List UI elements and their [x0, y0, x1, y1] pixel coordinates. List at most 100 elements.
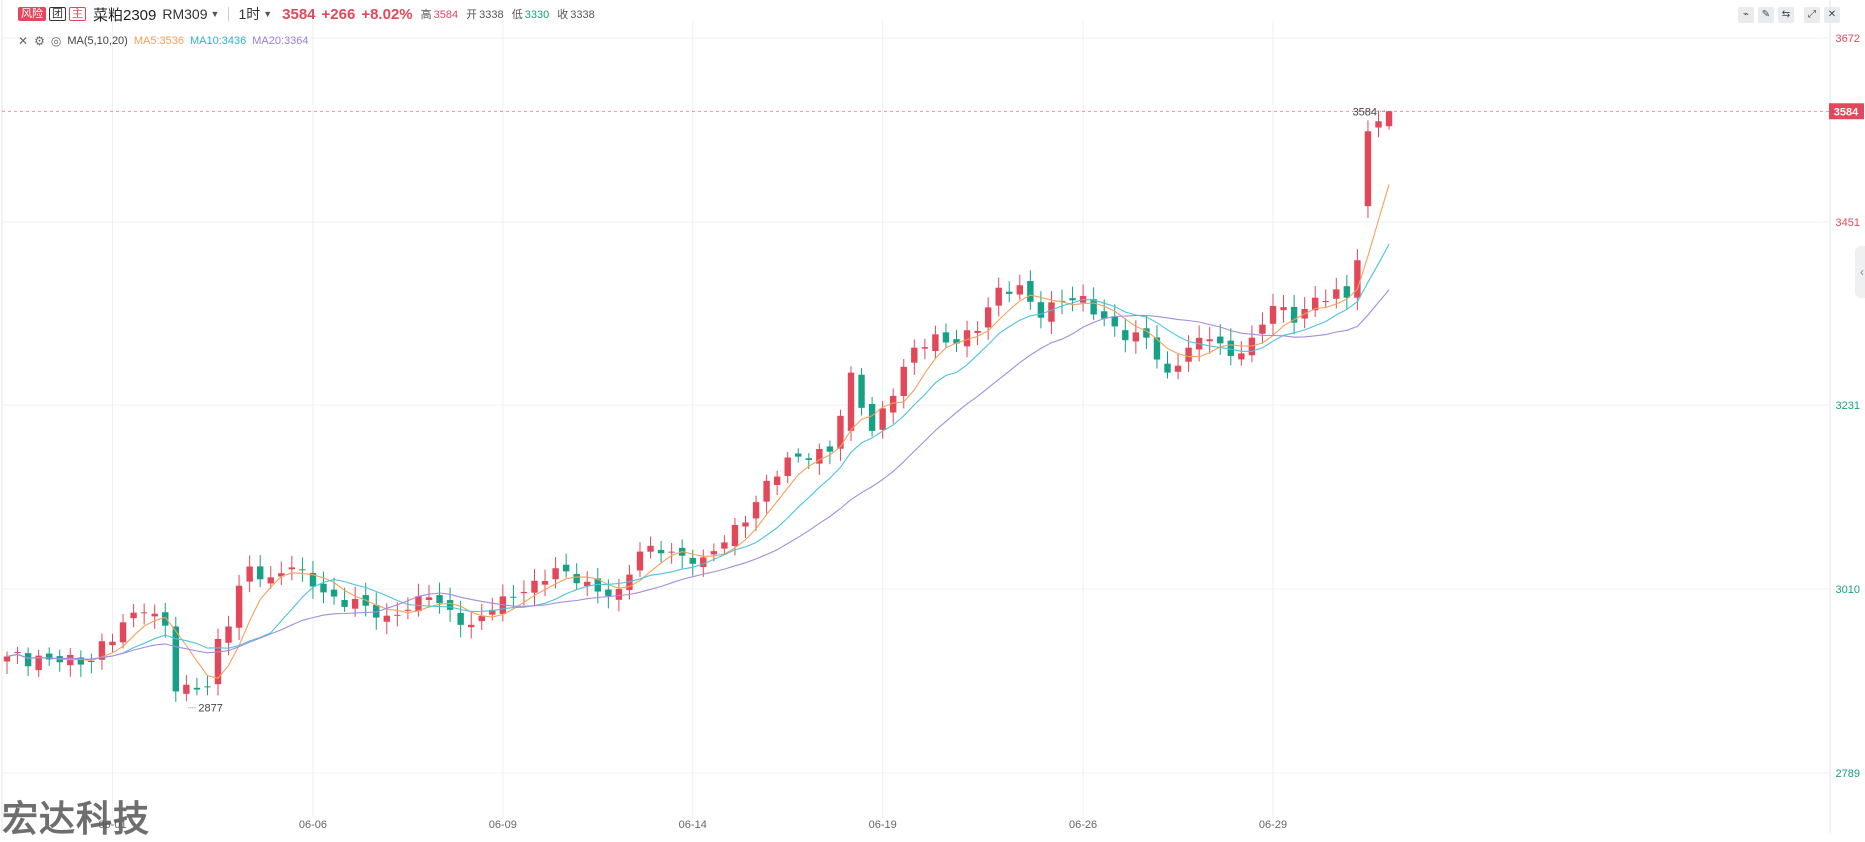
candle-body: [573, 574, 580, 584]
candle-body: [562, 564, 570, 572]
candle-body: [879, 408, 886, 430]
pen-icon[interactable]: ✎: [1758, 7, 1774, 23]
candle-body: [531, 580, 538, 593]
compare-icon[interactable]: ⇆: [1778, 7, 1794, 23]
candle-body: [425, 597, 433, 600]
candle-body: [858, 374, 865, 408]
side-panel-toggle-icon[interactable]: ‹: [1855, 246, 1865, 298]
candle-body: [172, 626, 179, 692]
candle-body: [299, 569, 306, 571]
candle-body: [1333, 289, 1340, 299]
timeframe-dropdown-icon[interactable]: ▼: [263, 9, 273, 19]
candle-body: [868, 403, 876, 431]
candle-body: [1048, 302, 1055, 322]
candle-body: [1343, 286, 1351, 298]
candle-body: [657, 549, 665, 554]
symbol-name[interactable]: 菜粕2309: [93, 6, 157, 24]
candle-body: [77, 657, 85, 665]
candle-body: [46, 653, 53, 660]
open-label: 开: [466, 9, 478, 21]
close-label: 收: [557, 9, 569, 21]
series-line-ma20: [6, 289, 1390, 660]
ma5-value: MA5:3536: [133, 35, 184, 47]
header-bar: 风险 团 主 菜粕2309 RM309 ▼ 1时 ▼ 3584 +266 +8.…: [18, 4, 595, 24]
candle-body: [1206, 339, 1213, 342]
candle-body: [404, 609, 412, 611]
x-tick-label: 06-19: [869, 819, 897, 831]
max-price-label: 3584: [1353, 106, 1377, 118]
risk-badge[interactable]: 风险: [18, 7, 46, 21]
candle-body: [890, 395, 897, 413]
candle-body: [436, 595, 443, 604]
close-icon[interactable]: ✕: [1824, 7, 1840, 23]
candle-body: [921, 347, 929, 349]
candle-body: [193, 687, 201, 690]
candle-body: [1174, 365, 1182, 372]
candle-body: [214, 638, 222, 685]
y-tick-label: 3451: [1836, 217, 1860, 229]
candle-body: [394, 614, 401, 616]
candle-body: [1143, 328, 1150, 338]
candle-body: [1375, 121, 1382, 128]
group-badge[interactable]: 团: [49, 7, 66, 21]
price-change-pct: +8.02%: [361, 5, 413, 23]
candle-body: [278, 573, 285, 577]
symbol-code[interactable]: RM309: [162, 6, 208, 22]
x-tick-label: 06-29: [1259, 819, 1287, 831]
symbol-dropdown-icon[interactable]: ▼: [210, 9, 220, 19]
candle-body: [731, 524, 739, 547]
main-contract-badge[interactable]: 主: [69, 7, 86, 21]
candle-body: [1269, 306, 1277, 324]
candle-body: [489, 609, 496, 615]
ohlc-readout: 高 3584 开 3338 低 3330 收 3338: [421, 6, 595, 22]
high-value: 3584: [433, 9, 459, 21]
candle-body: [784, 457, 791, 476]
candle-body: [805, 458, 812, 461]
candle-body: [288, 567, 296, 570]
candle-body: [1354, 260, 1361, 298]
candle-body: [478, 616, 485, 622]
expand-icon[interactable]: ⤢: [1804, 7, 1820, 23]
high-label: 高: [420, 9, 432, 21]
close-value: 3338: [570, 9, 595, 21]
candle-body: [151, 613, 158, 617]
candle-body: [984, 307, 992, 328]
candle-body: [963, 330, 971, 347]
ma20-value: MA20:3364: [252, 35, 309, 47]
close-indicator-icon[interactable]: ✕: [18, 34, 29, 48]
candle-body: [1122, 330, 1129, 341]
visibility-icon[interactable]: ◎: [50, 34, 62, 48]
candle-body: [1153, 337, 1161, 360]
candle-body: [1185, 347, 1192, 362]
candle-body: [1111, 316, 1118, 327]
timeframe-select[interactable]: 1时: [238, 6, 261, 22]
candle-body: [700, 557, 707, 568]
settings-icon[interactable]: ⚙: [34, 34, 45, 48]
x-tick-label: 06-14: [679, 819, 707, 831]
candle-body: [1322, 301, 1329, 303]
candle-body: [140, 612, 148, 614]
candle-body: [837, 415, 844, 449]
x-tick-label: 06-26: [1069, 819, 1097, 831]
candle-body: [668, 551, 675, 553]
x-tick-label: 06-01: [98, 819, 126, 831]
candle-body: [773, 476, 781, 485]
divider: [228, 7, 230, 21]
line-tool-icon[interactable]: ⌁: [1738, 7, 1754, 23]
candle-body: [1227, 340, 1234, 356]
candle-body: [246, 566, 253, 582]
series-line-ma10: [6, 243, 1390, 660]
low-value: 3330: [524, 9, 550, 21]
candle-body: [383, 615, 390, 622]
candle-body: [35, 655, 42, 671]
candle-body: [584, 581, 591, 587]
candle-body: [900, 366, 907, 396]
candle-body: [1132, 332, 1140, 342]
candle-body: [647, 545, 654, 552]
candle-body: [594, 578, 601, 592]
x-tick-label: 06-09: [489, 819, 517, 831]
candle-body: [267, 577, 274, 584]
candle-body: [257, 566, 264, 580]
candle-body: [932, 334, 939, 352]
